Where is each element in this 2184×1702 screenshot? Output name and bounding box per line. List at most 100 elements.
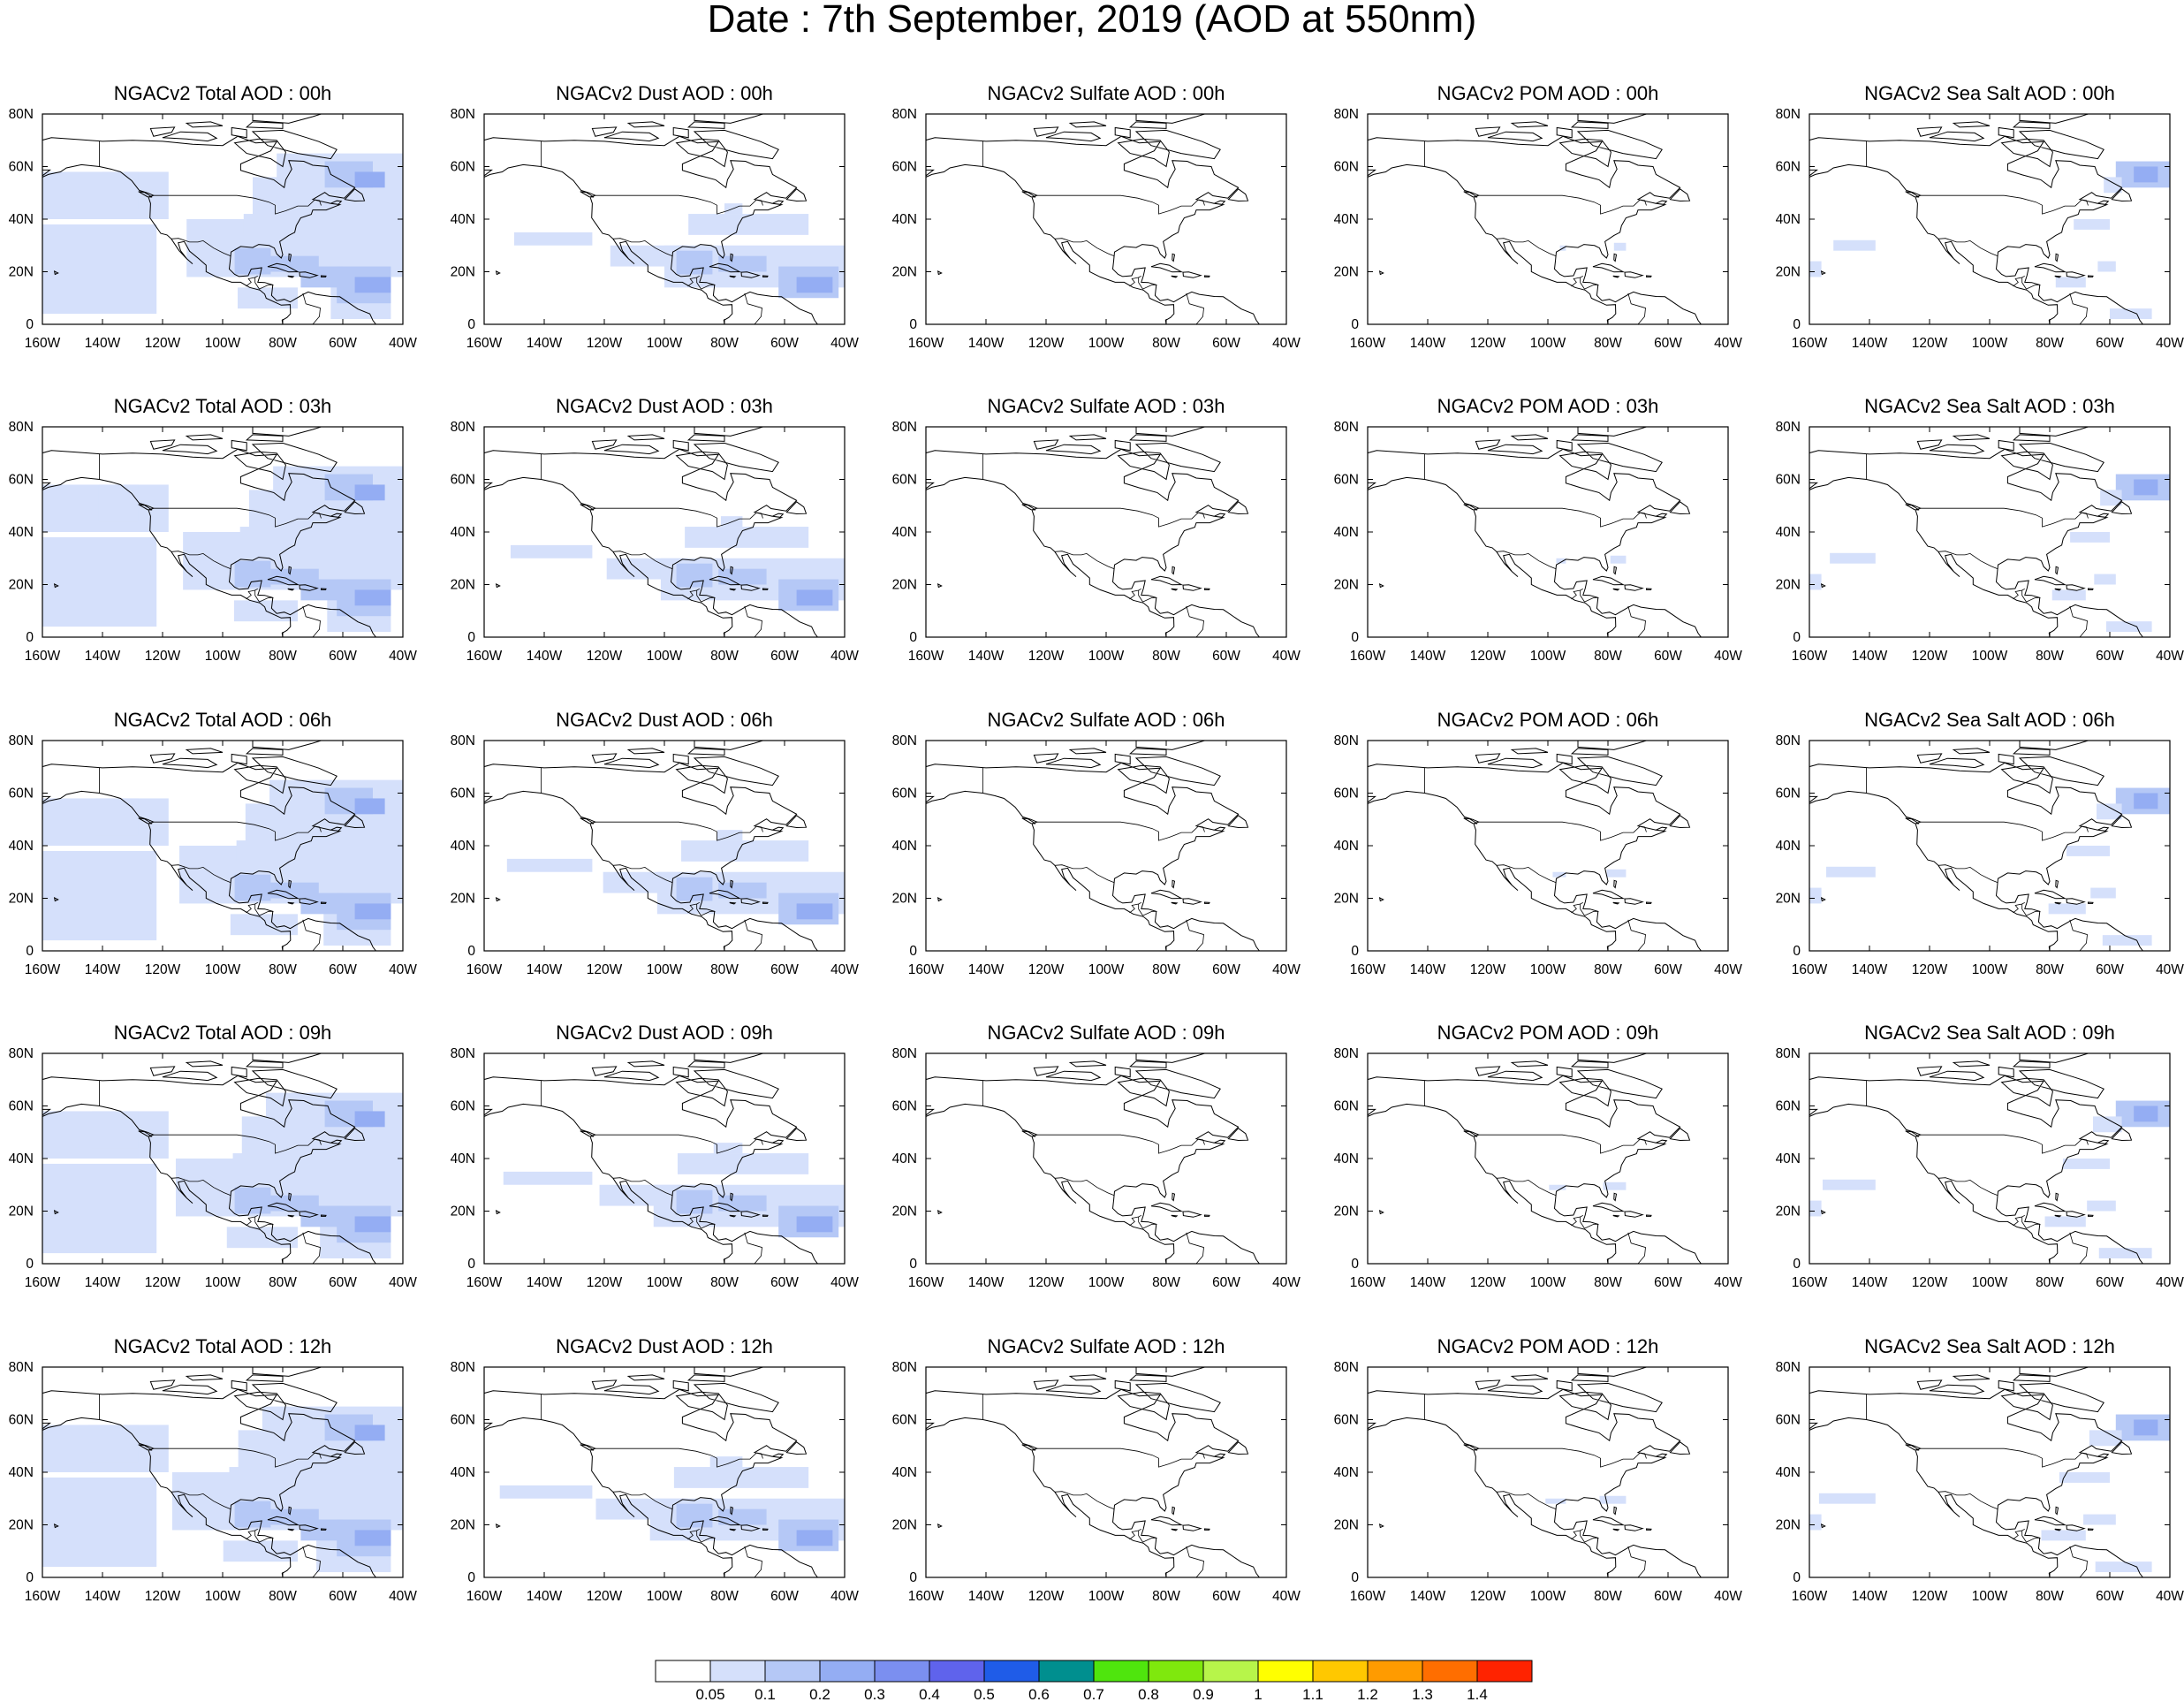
- coastlines: [484, 741, 819, 951]
- lat-tick-label: 60N: [451, 473, 475, 488]
- aod-region: [354, 903, 391, 920]
- lon-tick-label: 80W: [269, 336, 297, 351]
- map-panel: NGACv2 Sea Salt AOD : 03h 160W 140W 120W 100…: [1776, 395, 2184, 696]
- panel-title: NGACv2 POM AOD : 09h: [1437, 1022, 1659, 1044]
- lat-tick-label: 20N: [1334, 892, 1359, 907]
- aod-region: [2134, 1106, 2158, 1122]
- lon-tick-label: 120W: [1912, 649, 1948, 664]
- lat-tick-label: 80N: [451, 1360, 475, 1375]
- lat-tick-label: 40N: [451, 1465, 475, 1480]
- lat-tick-label: 0: [26, 317, 34, 332]
- map-panel: NGACv2 Dust AOD : 06h 160W 140W 120W 100W 80W…: [451, 710, 926, 1010]
- coastline: [1368, 741, 1702, 951]
- lon-tick-label: 160W: [908, 1589, 944, 1604]
- political-boundary: [982, 1394, 1205, 1577]
- aod-region: [2134, 793, 2158, 809]
- map-plot: 160W 140W 120W 100W 80W 60W 40W 0 20N 40N 60N 80N: [1334, 1046, 1743, 1290]
- lon-tick-label: 160W: [908, 649, 944, 664]
- lon-tick-label: 140W: [85, 962, 121, 977]
- coastlines: [1809, 427, 2144, 637]
- lon-tick-label: 140W: [968, 1589, 1005, 1604]
- lon-tick-label: 60W: [1212, 962, 1240, 977]
- panel-title: NGACv2 Sea Salt AOD : 09h: [1864, 1022, 2115, 1044]
- lat-tick-label: 20N: [451, 578, 475, 593]
- lat-tick-label: 80N: [892, 107, 917, 122]
- lon-tick-label: 40W: [1714, 336, 1742, 351]
- aod-region: [2098, 1248, 2152, 1259]
- aod-region: [354, 171, 385, 188]
- coastline: [1809, 741, 2144, 951]
- lat-tick-label: 60N: [451, 1099, 475, 1114]
- lon-tick-label: 40W: [389, 336, 417, 351]
- lon-tick-label: 100W: [647, 1589, 683, 1604]
- map-plot: 160W 140W 120W 100W 80W 60W 40W 0 20N 40N 60N 80N: [9, 733, 418, 977]
- lat-tick-label: 80N: [451, 733, 475, 748]
- lon-tick-label: 60W: [770, 1275, 799, 1290]
- colorbar-swatch: [1038, 1660, 1095, 1683]
- aod-field: [1809, 474, 2170, 633]
- aod-region: [1606, 869, 1627, 878]
- political-boundary: [541, 1394, 763, 1577]
- lat-tick-label: 40N: [1776, 1151, 1801, 1166]
- lon-tick-label: 120W: [1912, 1589, 1948, 1604]
- lat-tick-label: 60N: [892, 1413, 917, 1428]
- political-boundary: [1866, 767, 2089, 951]
- aod-region: [503, 1171, 593, 1185]
- political-boundary: [1424, 1394, 1647, 1577]
- aod-region: [234, 1187, 271, 1214]
- aod-region: [709, 1456, 743, 1468]
- lat-tick-label: 20N: [1334, 265, 1359, 280]
- lat-tick-label: 80N: [892, 420, 917, 435]
- lon-tick-label: 100W: [1530, 1275, 1566, 1290]
- map-panel: NGACv2 Total AOD : 09h 160W 140W 120W 100W 80…: [9, 1022, 484, 1323]
- lon-tick-label: 80W: [710, 962, 739, 977]
- colorbar-label: 1: [1254, 1686, 1262, 1702]
- lon-tick-label: 60W: [770, 649, 799, 664]
- lon-tick-label: 60W: [770, 962, 799, 977]
- lon-tick-label: 120W: [587, 1275, 623, 1290]
- lat-tick-label: 60N: [451, 1413, 475, 1428]
- lon-tick-label: 120W: [587, 962, 623, 977]
- aod-region: [2062, 1159, 2110, 1169]
- lat-tick-label: 80N: [892, 1046, 917, 1061]
- lat-tick-label: 0: [1351, 1570, 1359, 1585]
- lon-tick-label: 160W: [25, 1275, 61, 1290]
- lon-tick-label: 140W: [968, 1275, 1005, 1290]
- lat-tick-label: 60N: [892, 1099, 917, 1114]
- political-boundary: [541, 1080, 763, 1264]
- lon-tick-label: 40W: [389, 1275, 417, 1290]
- lon-tick-label: 160W: [466, 962, 503, 977]
- coastline: [926, 114, 1261, 324]
- political-boundary: [1866, 141, 2089, 324]
- aod-region: [234, 874, 271, 901]
- panel-title: NGACv2 Sea Salt AOD : 03h: [1864, 395, 2115, 417]
- panel-title: NGACv2 Sulfate AOD : 09h: [987, 1022, 1225, 1044]
- aod-region: [676, 1189, 713, 1214]
- colorbar-label: 1.4: [1467, 1686, 1488, 1702]
- lon-tick-label: 160W: [25, 336, 61, 351]
- aod-region: [98, 484, 139, 522]
- panel-title: NGACv2 Total AOD : 06h: [113, 709, 332, 731]
- coastlines: [1809, 1053, 2144, 1264]
- coastline: [1809, 114, 2144, 324]
- aod-region: [718, 1195, 767, 1212]
- lon-tick-label: 140W: [527, 1275, 563, 1290]
- lon-tick-label: 100W: [1088, 1589, 1125, 1604]
- aod-region: [720, 516, 743, 528]
- lat-tick-label: 40N: [1334, 525, 1359, 540]
- aod-region: [1818, 1493, 1876, 1504]
- map-plot: 160W 140W 120W 100W 80W 60W 40W 0 20N 40N 60N 80N: [9, 107, 418, 351]
- colorbar-label: 0.6: [1028, 1686, 1050, 1702]
- aod-region: [2110, 308, 2152, 320]
- lon-tick-label: 100W: [1088, 962, 1125, 977]
- aod-region: [2048, 903, 2086, 915]
- aod-region: [1610, 555, 1627, 564]
- lon-tick-label: 100W: [1972, 1275, 2008, 1290]
- panel-title: NGACv2 POM AOD : 03h: [1437, 395, 1659, 417]
- coastlines: [1368, 114, 1702, 324]
- lon-tick-label: 140W: [968, 336, 1005, 351]
- lat-tick-label: 0: [1793, 1257, 1801, 1272]
- aod-region: [354, 1425, 385, 1441]
- colorbar-label: 0.5: [974, 1686, 995, 1702]
- map-plot: 160W 140W 120W 100W 80W 60W 40W 0 20N 40N 60N 80N: [451, 1046, 860, 1290]
